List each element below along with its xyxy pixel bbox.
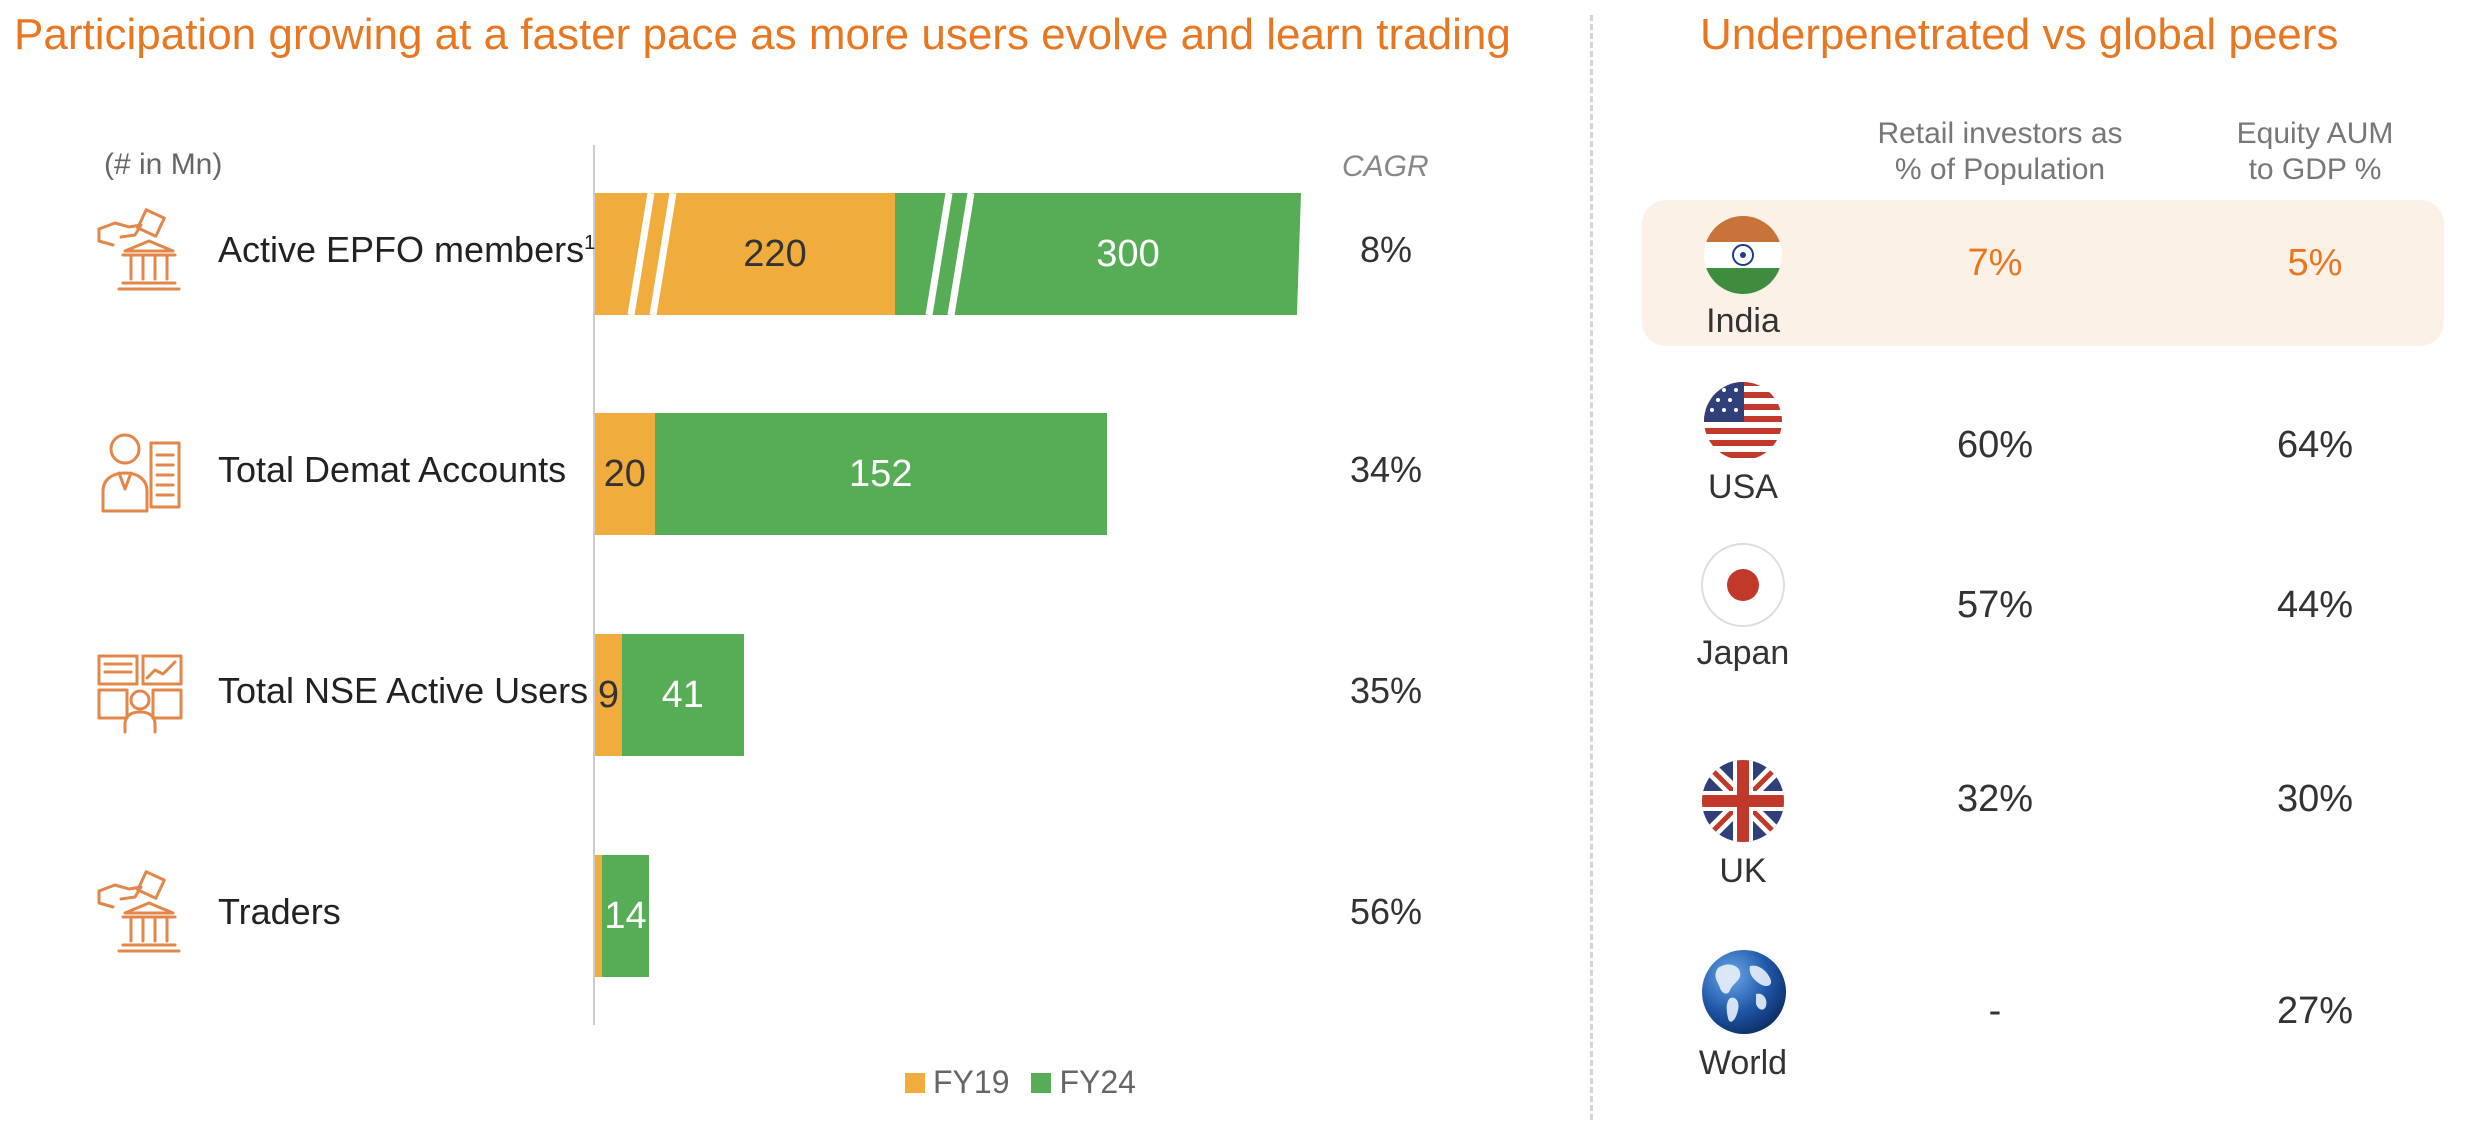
legend-label-fy24: FY24 (1059, 1064, 1136, 1100)
bar-fy24: 41 (621, 634, 744, 756)
japan-retail-pct: 57% (1956, 584, 2034, 626)
bar-label-fy24: 41 (661, 673, 704, 716)
equity-aum-header-line2: to GDP % (2248, 153, 2382, 186)
bar-fy19: 220 (595, 193, 895, 315)
hand-bank-icon (95, 869, 185, 959)
category-label-text: Total Demat Accounts (218, 449, 567, 490)
footnote-marker: 1 (584, 232, 596, 254)
bar-label-fy24: 14 (604, 894, 647, 937)
world-retail-pct: - (1988, 990, 2002, 1032)
legend-item-fy24: FY24 (1031, 1064, 1136, 1101)
bar-fy19: 9 (595, 634, 622, 756)
category-label-text: Active EPFO members (218, 229, 585, 270)
category-label: Active EPFO members1 (218, 229, 595, 271)
category-label-text: Total NSE Active Users (218, 670, 589, 711)
legend-swatch-fy24 (1031, 1072, 1052, 1093)
equity-aum-header: Equity AUM to GDP % (2190, 116, 2440, 188)
usa-retail-pct: 60% (1956, 424, 2034, 466)
bar-label-fy19: 20 (603, 452, 646, 495)
person-ledger-icon (95, 427, 185, 517)
right-title: Underpenetrated vs global peers (1700, 10, 2339, 59)
japan-flag-icon (1701, 543, 1785, 627)
section-divider (1590, 15, 1593, 1120)
retail-investors-header-line1: Retail investors as (1877, 117, 2123, 150)
cagr-value: 35% (1349, 670, 1423, 711)
cagr-value: 34% (1349, 449, 1423, 490)
legend-item-fy19: FY19 (905, 1064, 1009, 1101)
japan-aum-pct: 44% (2276, 584, 2354, 626)
bar-fy19: 20 (595, 413, 655, 535)
bar-fy24: 152 (654, 413, 1107, 535)
bar-label-fy24: 152 (849, 452, 913, 495)
cagr-value: 8% (1359, 229, 1413, 270)
country-japan: Japan (1696, 634, 1790, 672)
world-aum-pct: 27% (2276, 990, 2354, 1032)
bar-fy19 (595, 855, 602, 977)
unit-note: (# in Mn) (104, 148, 223, 181)
country-usa: USA (1708, 468, 1778, 506)
uk-retail-pct: 32% (1956, 778, 2034, 820)
usa-flag-icon (1704, 382, 1782, 460)
hand-bank-icon (95, 207, 185, 297)
retail-investors-header: Retail investors as % of Population (1850, 116, 2150, 188)
retail-investors-header-line2: % of Population (1894, 153, 2106, 186)
legend-label-fy19: FY19 (933, 1064, 1010, 1100)
uk-flag-icon (1702, 760, 1784, 842)
uk-aum-pct: 30% (2276, 778, 2354, 820)
category-label: Total NSE Active Users (218, 670, 588, 712)
left-title: Participation growing at a faster pace a… (14, 10, 1511, 59)
axis-break-mark (925, 192, 977, 316)
category-axis-line (593, 145, 595, 1025)
category-label-text: Traders (218, 891, 341, 932)
cagr-header: CAGR (1342, 150, 1429, 183)
usa-aum-pct: 64% (2276, 424, 2354, 466)
india-aum-pct: 5% (2287, 242, 2343, 284)
axis-break-mark (627, 192, 679, 316)
globe-icon (1702, 950, 1786, 1034)
bar-fy24: 14 (602, 855, 649, 977)
bar-label-fy19: 9 (597, 673, 619, 716)
country-india: India (1706, 302, 1780, 340)
india-flag-icon (1704, 216, 1782, 294)
category-label: Total Demat Accounts (218, 449, 566, 491)
trading-screens-icon (95, 648, 185, 738)
cagr-value: 56% (1349, 891, 1423, 932)
legend-swatch-fy19 (905, 1072, 925, 1093)
india-retail-pct: 7% (1967, 242, 2023, 284)
category-label: Traders (218, 891, 341, 933)
country-world: World (1698, 1044, 1788, 1082)
bar-label-fy19: 220 (743, 232, 807, 275)
equity-aum-header-line1: Equity AUM (2236, 117, 2394, 150)
bar-label-fy24: 300 (1096, 232, 1160, 275)
country-uk: UK (1719, 852, 1767, 890)
legend: FY19 FY24 (905, 1064, 1136, 1101)
